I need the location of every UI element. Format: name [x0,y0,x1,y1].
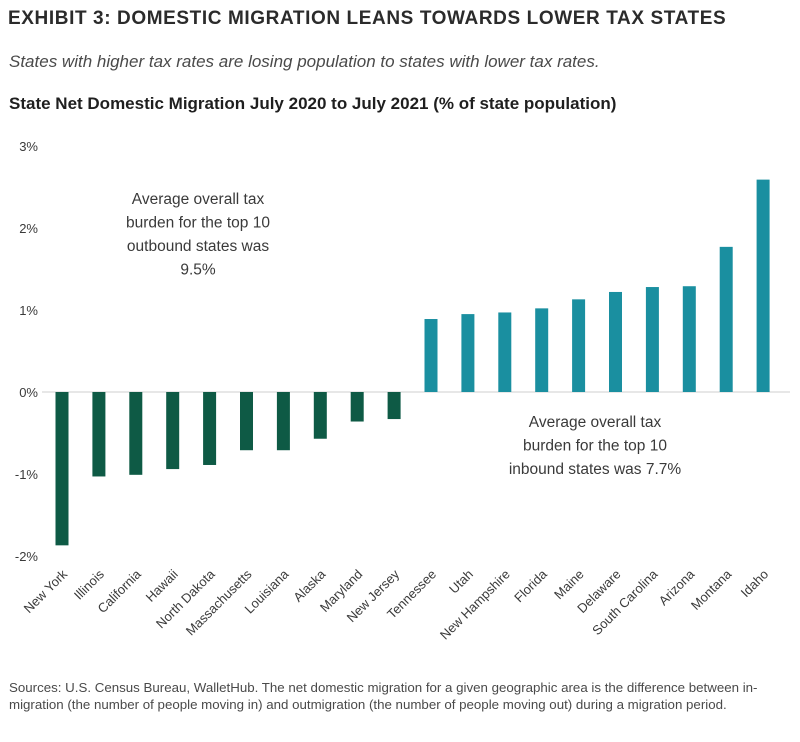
x-category-label: Montana [688,566,735,613]
bar-alaska [313,392,327,439]
bar-delaware [609,291,622,392]
y-tick-label: 3% [19,139,38,154]
x-category-label: New York [21,566,71,616]
bar-california [129,392,143,475]
bar-north-dakota [203,392,217,465]
bar-illinois [92,392,106,477]
sources-note: Sources: U.S. Census Bureau, WalletHub. … [9,680,758,712]
chart-title: State Net Domestic Migration July 2020 t… [9,94,617,113]
bar-chart: 3%2%1%0%-1%-2%New York IllinoisCalifornia… [15,139,790,643]
x-category-label: South Carolina [589,566,661,638]
bar-new-jersey [387,392,401,420]
x-category-label: Florida [511,566,550,605]
y-tick-label: -1% [15,467,39,482]
annotation-outbound: Average overall tax burden for the top 10… [126,191,270,279]
bar-idaho [756,179,770,392]
bar-florida [535,308,549,392]
bar-arizona [682,286,696,392]
annotation-line: outbound states was [127,238,269,255]
bar-maryland [350,392,364,422]
bar-new-york [55,392,69,546]
bar-hawaii [166,392,180,470]
bar-montana [719,246,733,392]
annotation-line: 9.5% [180,262,216,279]
annotation-line: burden for the top 10 [523,438,667,455]
annotation-line: Average overall tax [529,414,662,431]
exhibit-heading: EXHIBIT 3: DOMESTIC MIGRATION LEANS TOWA… [8,8,727,29]
x-category-label: Utah [446,567,476,597]
bar-utah [461,314,475,392]
bar-south-carolina [645,287,659,392]
bar-maine [572,299,586,392]
y-tick-label: 0% [19,385,38,400]
annotation-line: burden for the top 10 [126,215,270,232]
annotation-inbound: Average overall tax burden for the top 10… [509,414,682,478]
y-tick-label: 2% [19,221,38,236]
bar-louisiana [276,392,290,451]
y-tick-label: -2% [15,549,39,564]
annotation-line: Average overall tax [132,191,265,208]
bar-tennessee [424,319,438,392]
bar-massachusetts [240,392,253,451]
x-category-label: Idaho [738,567,772,601]
bar-new-hampshire [498,312,512,392]
exhibit-subtitle: States with higher tax rates are losing … [9,52,600,71]
annotation-line: inbound states was 7.7% [509,461,682,478]
y-tick-label: 1% [19,303,38,318]
